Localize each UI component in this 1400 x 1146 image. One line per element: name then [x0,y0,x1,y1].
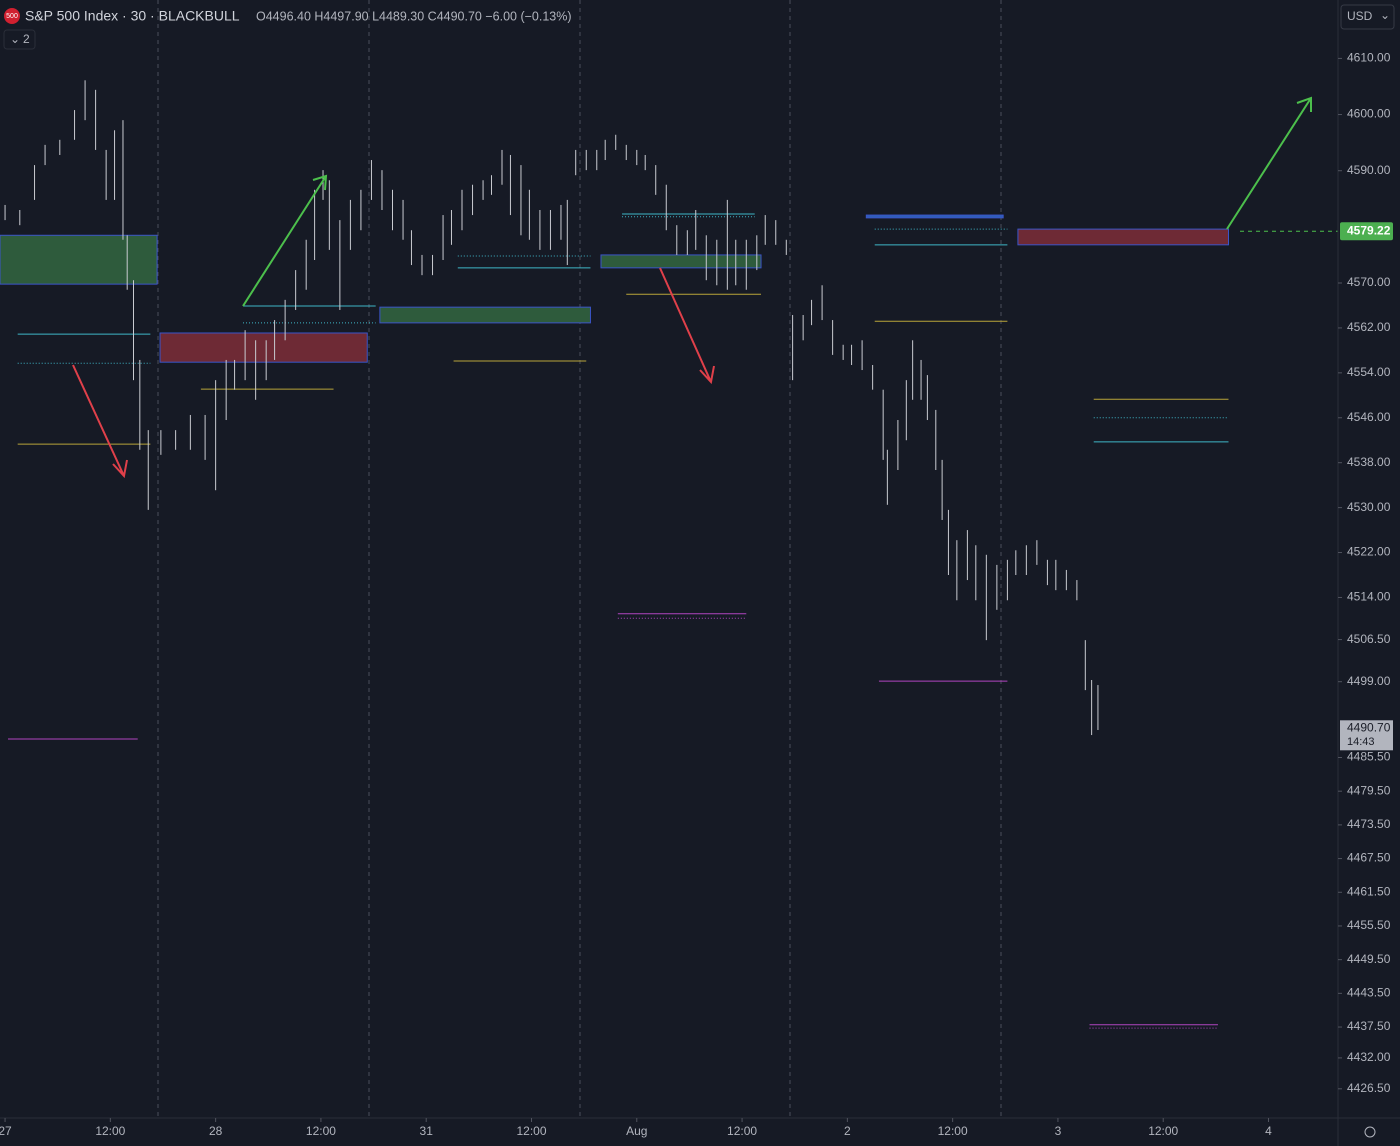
currency: USD [1347,9,1373,23]
y-tick-label: 4443.50 [1347,986,1391,1000]
x-tick-label: 12:00 [938,1124,968,1138]
y-tick-label: 4455.50 [1347,918,1391,932]
y-tick-label: 4426.50 [1347,1081,1391,1095]
arrow-down [72,364,128,479]
session-separators [157,0,1002,1118]
indicator-chevron: ⌄ [10,32,20,46]
last-price-time: 14:43 [1347,736,1375,748]
indicator-count: 2 [23,32,30,46]
y-tick-label: 4499.00 [1347,674,1391,688]
y-tick-label: 4522.00 [1347,545,1391,559]
x-tick-label: 4 [1265,1124,1272,1138]
y-tick-label: 4514.00 [1347,590,1391,604]
y-tick-label: 4432.00 [1347,1050,1391,1064]
zone [0,234,158,285]
y-tick-label: 4600.00 [1347,107,1391,121]
currency-chevron: ⌄ [1380,8,1390,22]
x-tick-label: 12:00 [95,1124,125,1138]
y-tick-label: 4473.50 [1347,817,1391,831]
x-tick-label: 31 [420,1124,434,1138]
x-tick-label: 12:00 [1148,1124,1178,1138]
zone [1017,228,1230,246]
x-tick-label: 12:00 [306,1124,336,1138]
x-tick-label: 28 [209,1124,223,1138]
y-tick-label: 4506.50 [1347,632,1391,646]
marker-price-label: 4579.22 [1347,223,1391,237]
x-tick-label: 27 [0,1124,12,1138]
y-tick-label: 4562.00 [1347,320,1391,334]
y-tick-label: 4530.00 [1347,500,1391,514]
y-tick-label: 4590.00 [1347,163,1391,177]
zone [865,214,1004,219]
y-tick-label: 4570.00 [1347,275,1391,289]
y-tick-label: 4467.50 [1347,851,1391,865]
y-tick-label: 4461.50 [1347,884,1391,898]
y-tick-label: 4449.50 [1347,952,1391,966]
symbol[interactable]: S&P 500 Index · 30 · BLACKBULL [25,8,240,24]
currency-button[interactable] [1340,4,1395,30]
y-tick-label: 4610.00 [1347,51,1391,65]
arrow-up [242,174,328,307]
x-tick-label: 12:00 [727,1124,757,1138]
marker-price-box [1340,222,1393,241]
y-tick-label: 4485.50 [1347,750,1391,764]
x-tick-label: 2 [844,1124,851,1138]
zone [379,306,591,324]
symbol-badge [4,8,20,24]
x-tick-label: 3 [1055,1124,1062,1138]
y-tick-label: 4538.00 [1347,455,1391,469]
x-tick-label: 12:00 [516,1124,546,1138]
zone [600,254,762,269]
ohlc-values: O4496.40 H4497.90 L4489.30 C4490.70 −6.0… [256,9,572,23]
y-tick-label: 4479.50 [1347,783,1391,797]
last-price-box [1340,720,1393,751]
last-price-label: 4490.70 [1347,720,1391,734]
zone [159,332,368,363]
settings-icon[interactable] [1364,1126,1376,1138]
y-tick-label: 4554.00 [1347,365,1391,379]
arrows [72,96,1312,479]
y-tick-label: 4437.50 [1347,1019,1391,1033]
badge-text: 500 [6,13,18,20]
indicator-toggle[interactable] [3,29,36,50]
plot [0,80,1338,1029]
arrow-down [659,267,715,385]
arrow-up [1226,96,1312,230]
x-tick-label: Aug [626,1124,647,1138]
y-tick-label: 4546.00 [1347,410,1391,424]
